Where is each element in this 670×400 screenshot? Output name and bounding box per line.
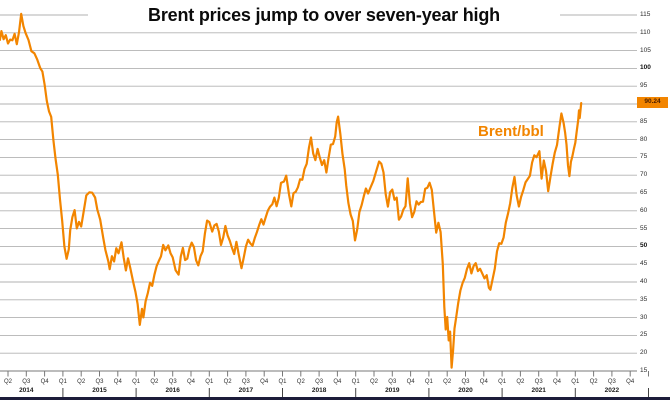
- last-price-badge: 90.24: [637, 97, 668, 108]
- footer-bar: [0, 396, 670, 400]
- brent-price-line: [0, 12, 583, 369]
- chart-title: Brent prices jump to over seven-year hig…: [88, 0, 560, 30]
- series-label: Brent/bbl: [478, 123, 544, 140]
